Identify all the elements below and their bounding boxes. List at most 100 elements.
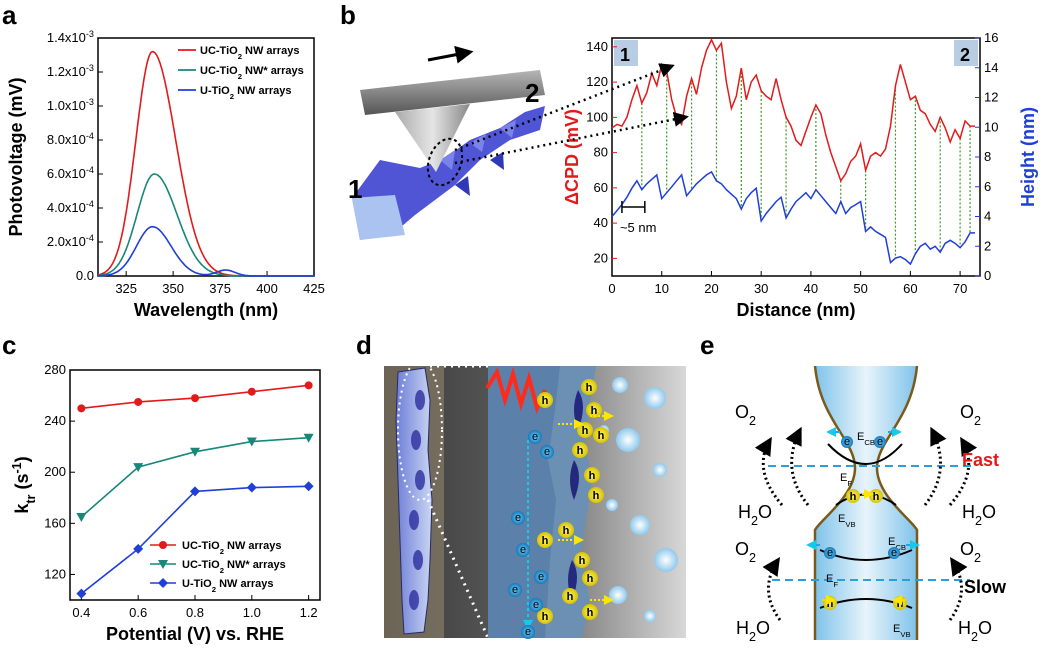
x-tick-label: 40 — [804, 281, 818, 296]
y2-tick-label: 6 — [984, 179, 991, 194]
legend-marker-2 — [158, 578, 168, 588]
ef-label-slow: EF — [826, 573, 838, 589]
light-wave — [485, 366, 547, 414]
hole-label: h — [587, 573, 594, 585]
panel-label-c: c — [2, 330, 16, 360]
y-tick-label: 280 — [44, 362, 66, 377]
rate-fast-label: Fast — [962, 450, 999, 470]
hole — [572, 442, 588, 458]
x-tick-label: 20 — [704, 281, 718, 296]
hole — [537, 608, 553, 624]
h2o-label-1: H2O — [962, 502, 996, 528]
hole — [558, 522, 574, 538]
kpfm-illustration: 1 2 — [348, 45, 689, 240]
y-axis-label: Photovoltage (mV) — [6, 77, 26, 236]
hole — [584, 467, 600, 483]
hole — [582, 604, 598, 620]
electron-label: e — [891, 547, 897, 559]
h2o-label-0: H2O — [738, 502, 772, 528]
o2-label-1: O2 — [960, 402, 981, 428]
data-point — [247, 387, 256, 396]
hole-label: h — [542, 611, 549, 623]
y-tick-label: 160 — [44, 515, 66, 530]
series-line-2 — [97, 225, 314, 277]
y2-tick-label: 14 — [984, 60, 998, 75]
x-tick-label: 0.6 — [129, 605, 147, 620]
zoom-pointer-upper — [454, 63, 675, 152]
electron-label: e — [515, 512, 521, 524]
nanowire-body — [352, 106, 545, 240]
y2-axis-label: Height (nm) — [1018, 107, 1038, 207]
x-axis-label: Potential (V) vs. RHE — [106, 624, 284, 644]
y-tick-label: 1.2x10-3 — [47, 63, 94, 79]
electron — [841, 436, 853, 448]
data-point — [77, 404, 86, 413]
hole-label: h — [587, 607, 594, 619]
corner-box-1 — [614, 40, 638, 66]
panel-label-b: b — [340, 0, 356, 30]
y2-tick-label: 16 — [984, 30, 998, 45]
legend-entry-2: U-TiO2 NW arrays — [200, 85, 292, 101]
y-tick-label: 1.4x10-3 — [47, 29, 94, 45]
data-point — [133, 463, 144, 473]
hole — [846, 489, 860, 503]
rate-slow-label: Slow — [964, 577, 1007, 597]
y-tick-label: 100 — [586, 109, 608, 124]
electron-label: e — [512, 584, 518, 596]
panel-label-e: e — [700, 330, 714, 360]
y-tick-label: 120 — [44, 566, 66, 581]
y-axis-label: ΔCPD (mV) — [562, 109, 582, 205]
legend-entry-1: UC-TiO2 NW* arrays — [182, 559, 286, 575]
data-point — [303, 481, 314, 492]
hole — [586, 402, 602, 418]
x-tick-label: 70 — [953, 281, 967, 296]
plot-frame — [97, 37, 315, 277]
data-point — [246, 437, 257, 447]
legend-marker-0 — [159, 541, 167, 549]
corner-label-2: 2 — [960, 45, 970, 65]
nanowire-end-face — [352, 195, 405, 240]
hole-label: h — [542, 395, 549, 407]
electron-label: e — [538, 571, 544, 583]
electron — [874, 436, 886, 448]
data-point — [303, 433, 314, 443]
evb-label-slow: EVB — [893, 623, 911, 639]
y2-tick-label: 12 — [984, 90, 998, 105]
hole — [562, 588, 578, 604]
electron-label: e — [525, 626, 531, 638]
y2-tick-label: 0 — [984, 268, 991, 283]
h2o-label-2: H2O — [736, 618, 770, 644]
evb-label-fast: EVB — [838, 513, 856, 529]
x-tick-label: 0.4 — [72, 605, 90, 620]
hole — [588, 487, 604, 503]
x-tick-label: 50 — [853, 281, 867, 296]
hole-label: h — [598, 430, 605, 442]
y-tick-label: 6.0x10-4 — [47, 165, 94, 181]
x-tick-label: 325 — [115, 281, 137, 296]
x-axis-label: Wavelength (nm) — [134, 300, 278, 320]
hole-label: h — [850, 491, 857, 503]
electron — [529, 598, 543, 612]
legend-marker-1 — [158, 560, 168, 569]
x-tick-label: 10 — [654, 281, 668, 296]
o2-label-0: O2 — [735, 402, 756, 428]
electron-label: e — [844, 436, 850, 448]
x-tick-label: 425 — [303, 281, 325, 296]
hole-label: h — [582, 425, 589, 437]
band-diagram: O2 O2 O2 O2 H2O H2O H2O H2O ECB EF EVB ECB EF EVB Fast… — [735, 365, 1007, 644]
y-tick-label: 240 — [44, 413, 66, 428]
series-line-cpd — [611, 38, 975, 183]
y2-tick-label: 8 — [984, 149, 991, 164]
electron — [516, 543, 530, 557]
ecb-label-slow: ECB — [888, 536, 906, 552]
electron — [508, 583, 522, 597]
wire-end-1: 1 — [348, 174, 362, 204]
hole-label: h — [567, 591, 574, 603]
electron-label: e — [533, 599, 539, 611]
y-tick-label: 140 — [586, 39, 608, 54]
hole — [581, 379, 597, 395]
y-tick-label: 200 — [44, 464, 66, 479]
y-tick-label: 120 — [586, 74, 608, 89]
chart-cpd-height: 1 20 10 20 30 40 50 60 7020406080100120140024681… — [562, 30, 1038, 320]
data-point — [190, 486, 200, 497]
